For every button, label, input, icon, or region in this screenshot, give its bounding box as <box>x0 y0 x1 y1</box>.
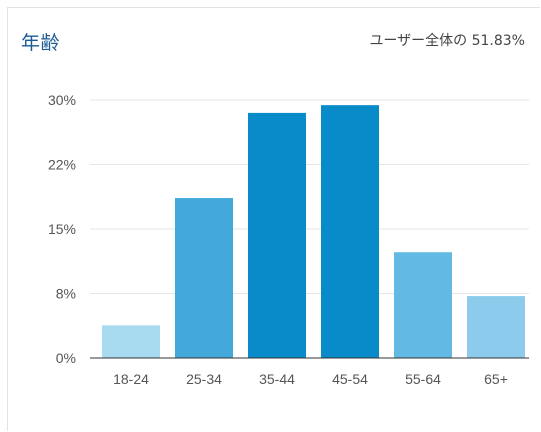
y-tick-label: 30% <box>48 92 76 108</box>
user-share-text: ユーザー全体の 51.83% <box>369 33 525 49</box>
x-tick-label: 65+ <box>484 371 508 387</box>
y-tick-label: 0% <box>56 350 76 366</box>
y-tick-label: 8% <box>56 286 76 302</box>
bar-65+[interactable] <box>467 296 525 358</box>
x-tick-label: 55-64 <box>405 371 441 387</box>
bar-25-34[interactable] <box>175 198 233 358</box>
x-tick-label: 18-24 <box>113 371 149 387</box>
x-tick-label: 25-34 <box>186 371 222 387</box>
y-tick-label: 15% <box>48 221 76 237</box>
bar-55-64[interactable] <box>394 252 452 358</box>
x-tick-label: 35-44 <box>259 371 295 387</box>
bar-45-54[interactable] <box>321 105 379 358</box>
bar-18-24[interactable] <box>102 325 160 358</box>
bar-35-44[interactable] <box>248 112 306 359</box>
chart-title: 年齢 <box>21 32 61 54</box>
y-tick-label: 22% <box>48 157 76 173</box>
x-tick-label: 45-54 <box>332 371 368 387</box>
